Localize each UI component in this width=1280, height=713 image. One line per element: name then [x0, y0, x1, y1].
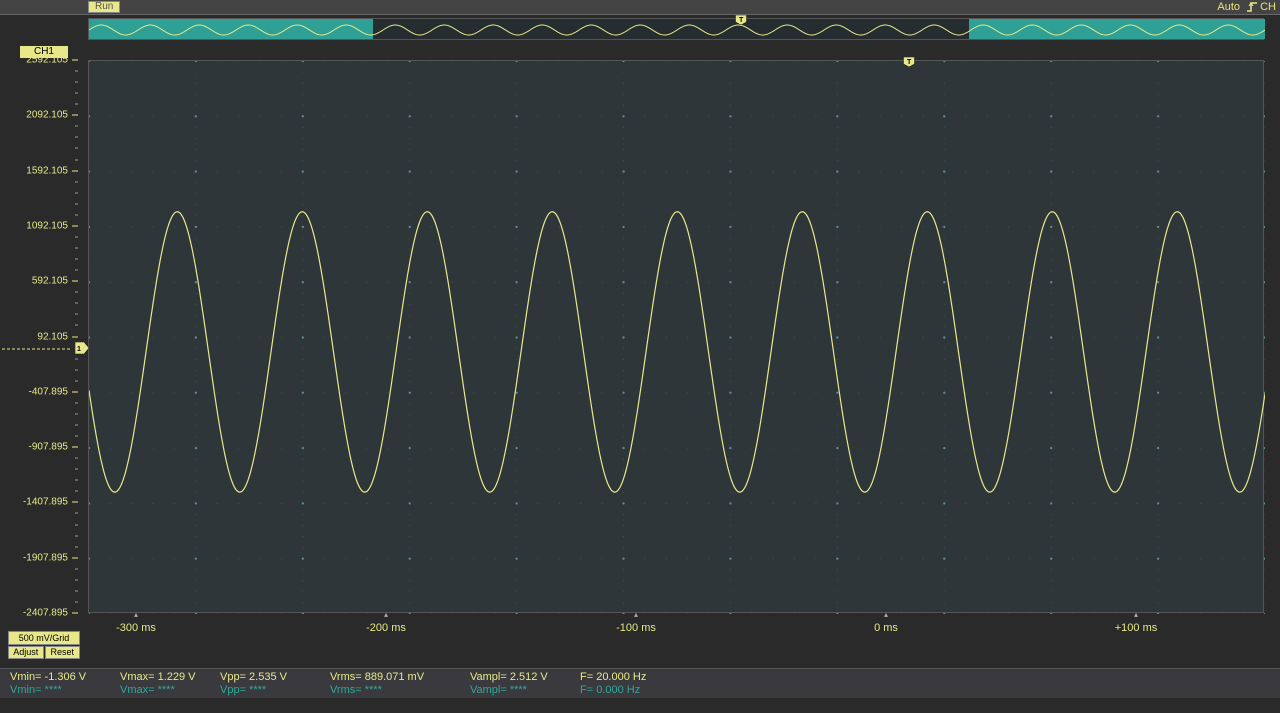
measurement-value: Vmin= -1.306 V: [10, 671, 120, 684]
overview-strip[interactable]: T: [88, 18, 1264, 40]
run-button[interactable]: Run: [88, 1, 120, 13]
top-bar: Run Auto CH: [0, 0, 1280, 15]
overview-waveform: [89, 19, 1265, 41]
y-tick-label: 1092.105: [26, 220, 68, 231]
trigger-edge-icon: [1246, 1, 1258, 13]
channel-selector-label[interactable]: CH: [1260, 0, 1276, 14]
measurements-row-ch1: Vmin= -1.306 VVmax= 1.229 VVpp= 2.535 VV…: [10, 671, 1270, 684]
x-tick-label: +100 ms: [1115, 622, 1158, 634]
y-tick-label: -1407.895: [23, 497, 68, 508]
y-tick-label: 1592.105: [26, 165, 68, 176]
y-tick-mark: [72, 391, 78, 392]
waveform-canvas: [89, 61, 1265, 614]
y-tick-mark: [72, 60, 78, 61]
y-tick-mark: [72, 225, 78, 226]
measurement-value: F= 20.000 Hz: [580, 671, 680, 684]
x-axis: ▴-300 ms▴-200 ms▴-100 ms▴0 ms▴+100 ms: [88, 614, 1264, 644]
svg-text:T: T: [739, 17, 744, 24]
x-tick-label: -300 ms: [116, 622, 156, 634]
y-tick-mark: [72, 336, 78, 337]
y-tick-mark: [72, 613, 78, 614]
x-tick-label: -100 ms: [616, 622, 656, 634]
x-tick-mark: ▴: [884, 610, 888, 619]
y-axis: CH1 2592.1052092.1051592.1051092.105592.…: [0, 60, 88, 613]
y-tick-mark: [72, 447, 78, 448]
y-tick-label: -907.895: [29, 442, 68, 453]
measurement-value: Vampl= ****: [470, 684, 580, 697]
measurements-row-ch2: Vmin= ****Vmax= ****Vpp= ****Vrms= ****V…: [10, 684, 1270, 697]
y-tick-mark: [72, 557, 78, 558]
zero-reference-line: [2, 349, 70, 350]
measurement-value: Vrms= 889.071 mV: [330, 671, 470, 684]
y-tick-label: -2407.895: [23, 608, 68, 619]
y-tick-label: 2092.105: [26, 110, 68, 121]
y-tick-mark: [72, 281, 78, 282]
y-tick-label: -1907.895: [23, 552, 68, 563]
y-tick-mark: [72, 115, 78, 116]
trigger-mode-label: Auto: [1217, 0, 1240, 14]
channel-1-zero-marker[interactable]: 1: [75, 342, 89, 354]
y-tick-label: 2592.105: [26, 55, 68, 66]
reset-button[interactable]: Reset: [45, 646, 81, 659]
measurement-value: Vmax= ****: [120, 684, 220, 697]
trigger-time-marker-plot[interactable]: T: [904, 57, 915, 67]
measurement-value: Vampl= 2.512 V: [470, 671, 580, 684]
y-axis-controls: 500 mV/Grid Adjust Reset: [8, 631, 80, 659]
waveform-plot[interactable]: T 1: [88, 60, 1264, 613]
trigger-time-marker-overview[interactable]: T: [736, 15, 747, 25]
svg-text:1: 1: [77, 346, 81, 353]
x-tick-mark: ▴: [384, 610, 388, 619]
measurement-value: Vpp= 2.535 V: [220, 671, 330, 684]
measurement-value: Vpp= ****: [220, 684, 330, 697]
y-tick-label: -407.895: [29, 386, 68, 397]
x-tick-label: -200 ms: [366, 622, 406, 634]
measurement-value: Vmin= ****: [10, 684, 120, 697]
y-tick-label: 92.105: [37, 331, 68, 342]
y-tick-mark: [72, 170, 78, 171]
measurement-value: Vrms= ****: [330, 684, 470, 697]
x-tick-label: 0 ms: [874, 622, 898, 634]
volts-per-div-label: 500 mV/Grid: [8, 631, 80, 645]
adjust-button[interactable]: Adjust: [8, 646, 44, 659]
x-tick-mark: ▴: [1134, 610, 1138, 619]
measurement-value: Vmax= 1.229 V: [120, 671, 220, 684]
measurement-value: F= 0.000 Hz: [580, 684, 680, 697]
svg-text:T: T: [907, 59, 912, 66]
y-tick-label: 592.105: [32, 276, 68, 287]
y-tick-mark: [72, 502, 78, 503]
x-tick-mark: ▴: [634, 610, 638, 619]
measurements-panel: Vmin= -1.306 VVmax= 1.229 VVpp= 2.535 VV…: [0, 668, 1280, 698]
x-tick-mark: ▴: [134, 610, 138, 619]
